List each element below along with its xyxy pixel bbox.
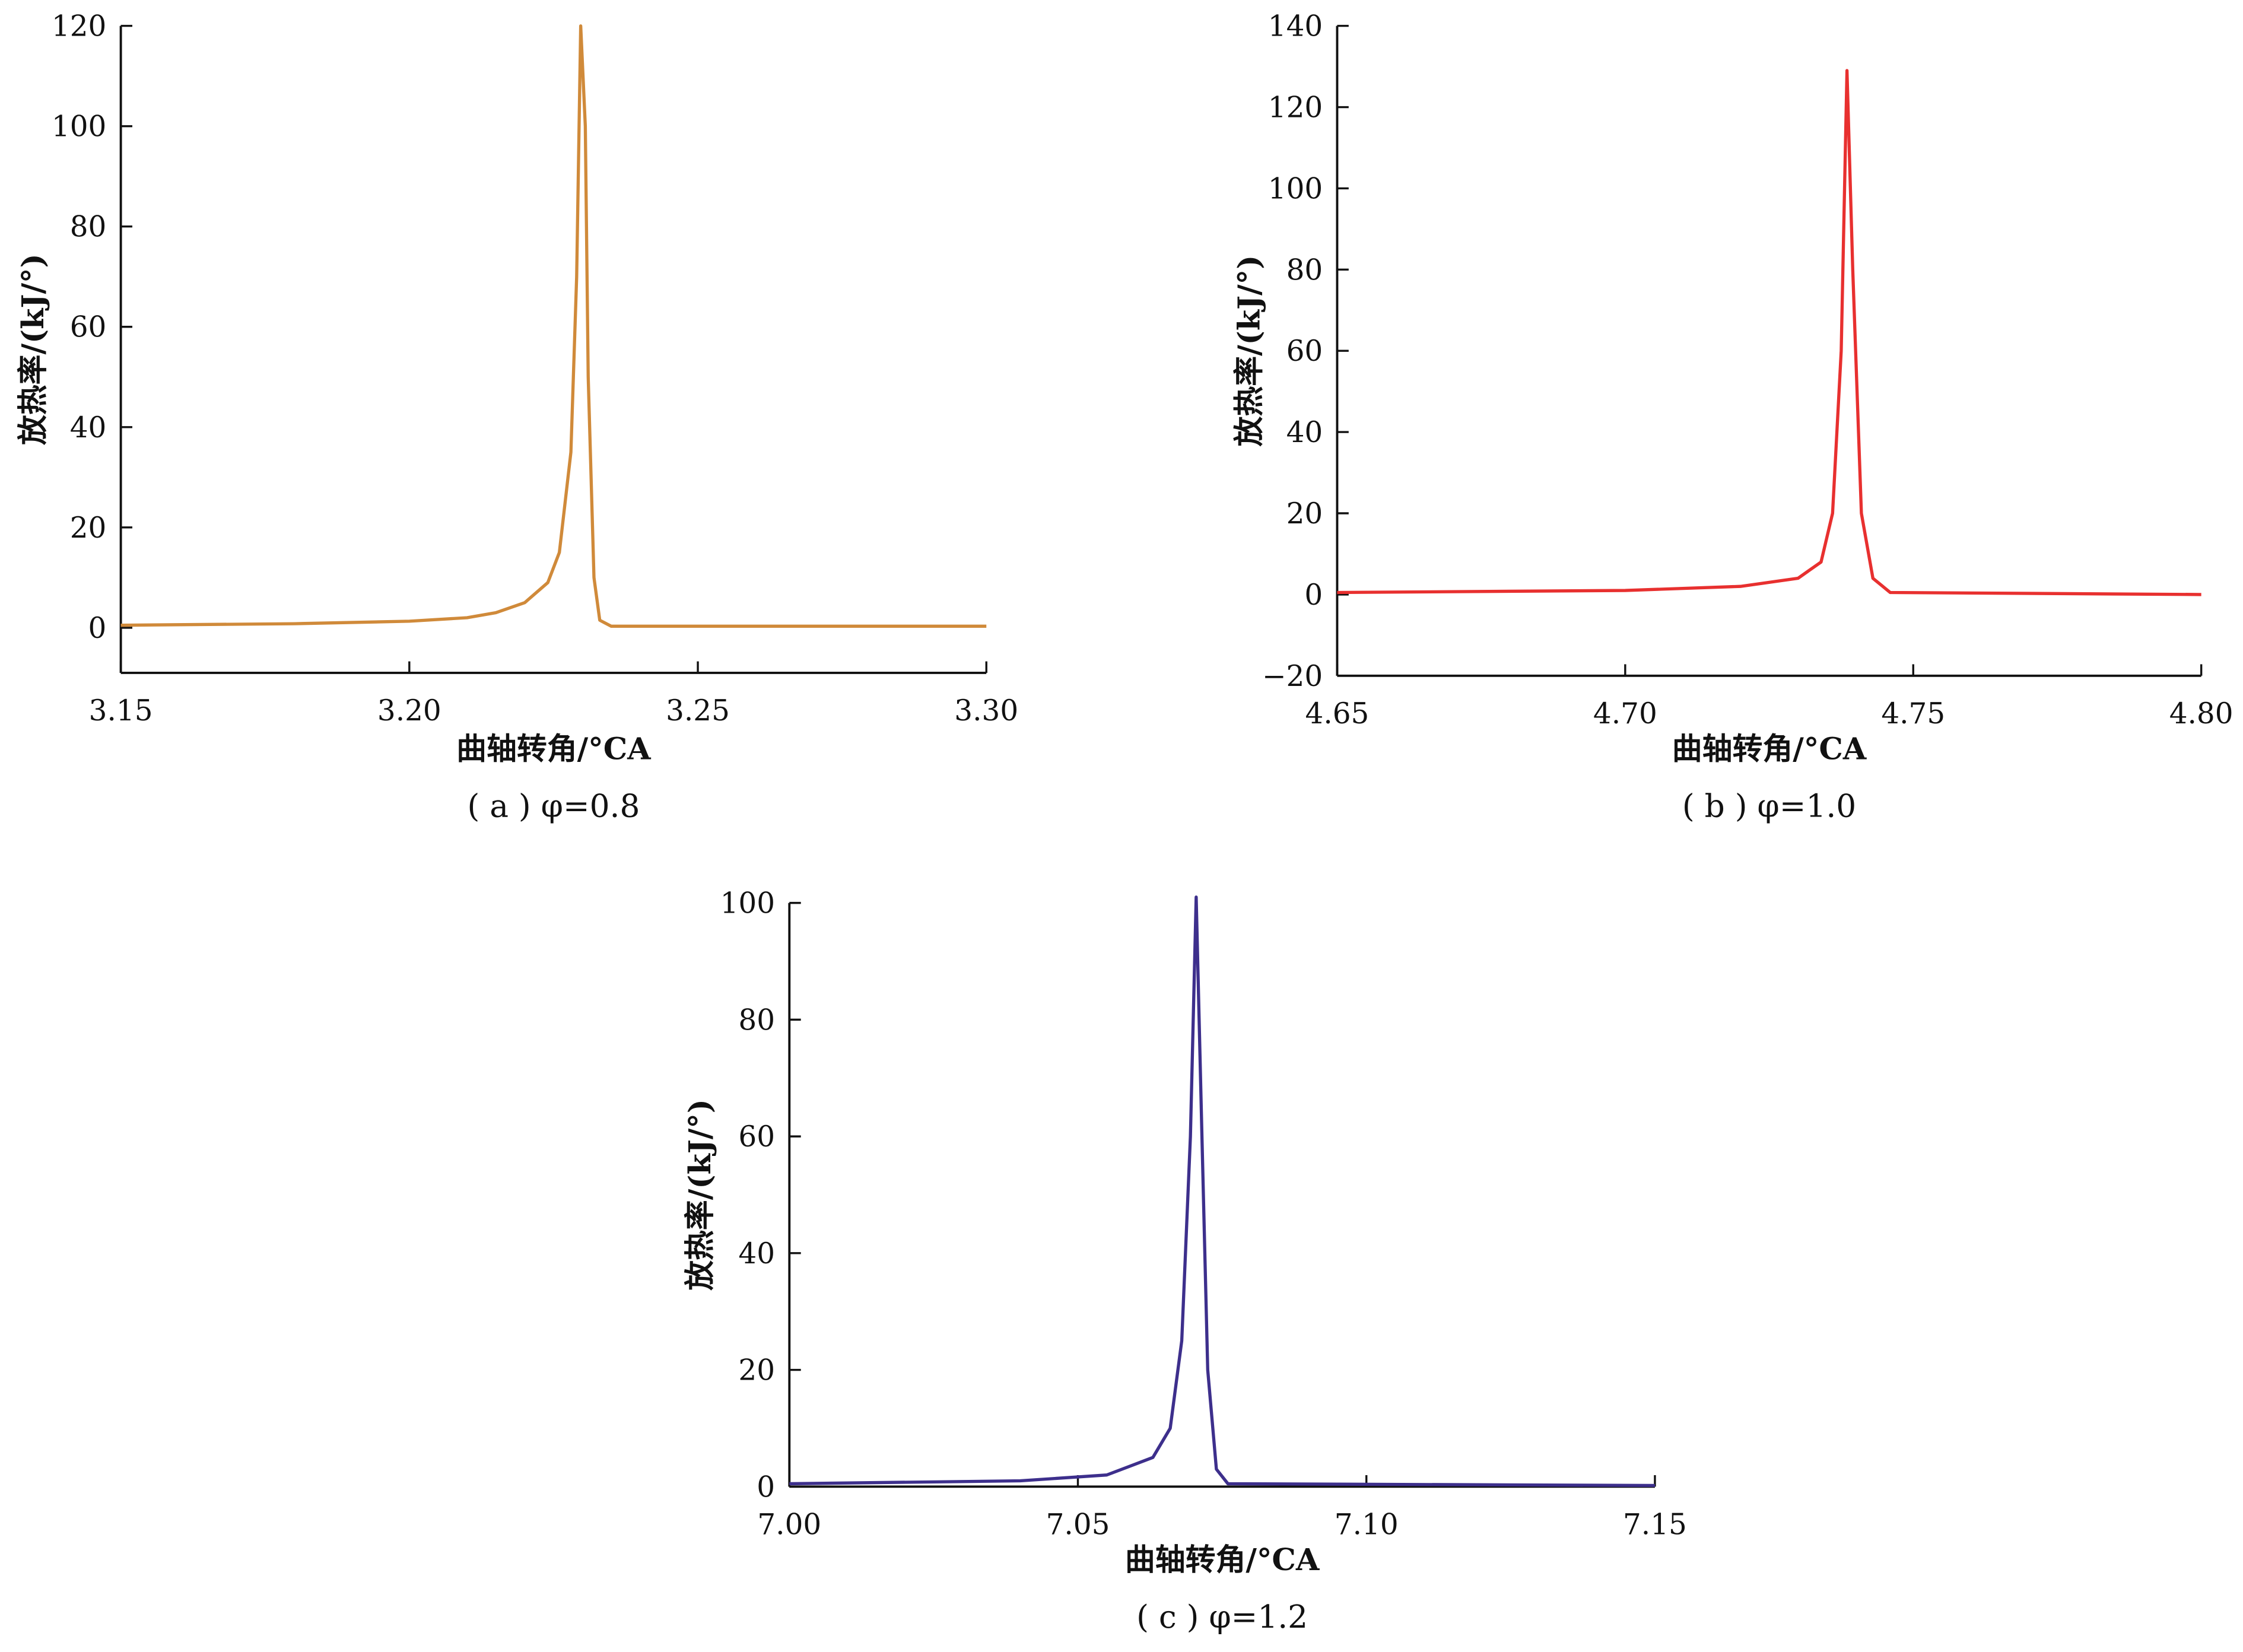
series-line xyxy=(789,895,1655,1488)
y-tick-label: 0 xyxy=(1304,579,1323,612)
y-tick-label: 40 xyxy=(738,1237,775,1270)
x-tick-label: 4.65 xyxy=(1305,697,1370,730)
x-tick-label: 3.25 xyxy=(666,694,730,727)
x-tick-label: 7.10 xyxy=(1335,1508,1399,1541)
x-tick-label: 7.15 xyxy=(1623,1508,1687,1541)
series-line xyxy=(120,24,987,628)
y-tick-label: 80 xyxy=(70,211,107,244)
x-tick-label: 4.80 xyxy=(2169,697,2234,730)
y-tick-label: 60 xyxy=(738,1120,775,1154)
y-tick-label: 120 xyxy=(52,10,106,43)
y-tick-label: 100 xyxy=(1268,172,1323,205)
y-axis-label: 放热率/(kJ/°) xyxy=(1231,255,1267,447)
panel-c: 7.00 7.05 7.10 7.15 0 20 40 60 80 100 放热率/(kJ/°) 曲轴… xyxy=(682,887,1687,1635)
x-axis-label: 曲轴转角/°CA xyxy=(456,730,652,766)
y-tick-label: 20 xyxy=(738,1354,775,1387)
y-tick-label: 100 xyxy=(720,887,775,920)
x-tick-label: 4.75 xyxy=(1881,697,1945,730)
x-tick-label: 7.05 xyxy=(1046,1508,1110,1541)
x-tick-label: 4.70 xyxy=(1593,697,1657,730)
y-tick-label: 100 xyxy=(52,110,106,144)
panel-caption: ( c ) φ=1.2 xyxy=(1136,1599,1308,1635)
panel-a: 3.15 3.20 3.25 3.30 0 20 40 60 80 100 120 放热率/(kJ/°… xyxy=(15,10,1018,825)
y-tick-label: 80 xyxy=(738,1003,775,1037)
y-tick-label: 80 xyxy=(1286,253,1323,287)
y-axis-label: 放热率/(kJ/°) xyxy=(682,1099,717,1291)
y-tick-label: 140 xyxy=(1268,10,1323,43)
panel-caption: ( a ) φ=0.8 xyxy=(467,787,640,824)
x-tick-label: 3.15 xyxy=(89,694,153,727)
y-tick-label: 60 xyxy=(1286,335,1323,368)
y-tick-label: 40 xyxy=(70,411,107,444)
x-axis-label: 曲轴转角/°CA xyxy=(1672,730,1867,766)
x-tick-label: 3.20 xyxy=(377,694,441,727)
y-tick-label: 60 xyxy=(70,311,107,344)
x-axis-label: 曲轴转角/°CA xyxy=(1125,1542,1320,1577)
y-tick-label: −20 xyxy=(1262,660,1323,693)
panel-b: 4.65 4.70 4.75 4.80 −20 0 20 40 60 80 100 120 140 放热率… xyxy=(1231,10,2234,825)
series-line xyxy=(1337,69,2201,596)
x-tick-label: 7.00 xyxy=(757,1508,821,1541)
y-tick-label: 20 xyxy=(1286,497,1323,530)
panel-caption: ( b ) φ=1.0 xyxy=(1682,787,1856,824)
y-tick-label: 20 xyxy=(70,512,107,545)
y-tick-label: 0 xyxy=(88,612,107,645)
y-axis-label: 放热率/(kJ/°) xyxy=(15,253,50,445)
y-tick-label: 120 xyxy=(1268,91,1323,124)
y-tick-label: 0 xyxy=(757,1470,775,1504)
x-tick-label: 3.30 xyxy=(954,694,1018,727)
y-tick-label: 40 xyxy=(1286,416,1323,449)
